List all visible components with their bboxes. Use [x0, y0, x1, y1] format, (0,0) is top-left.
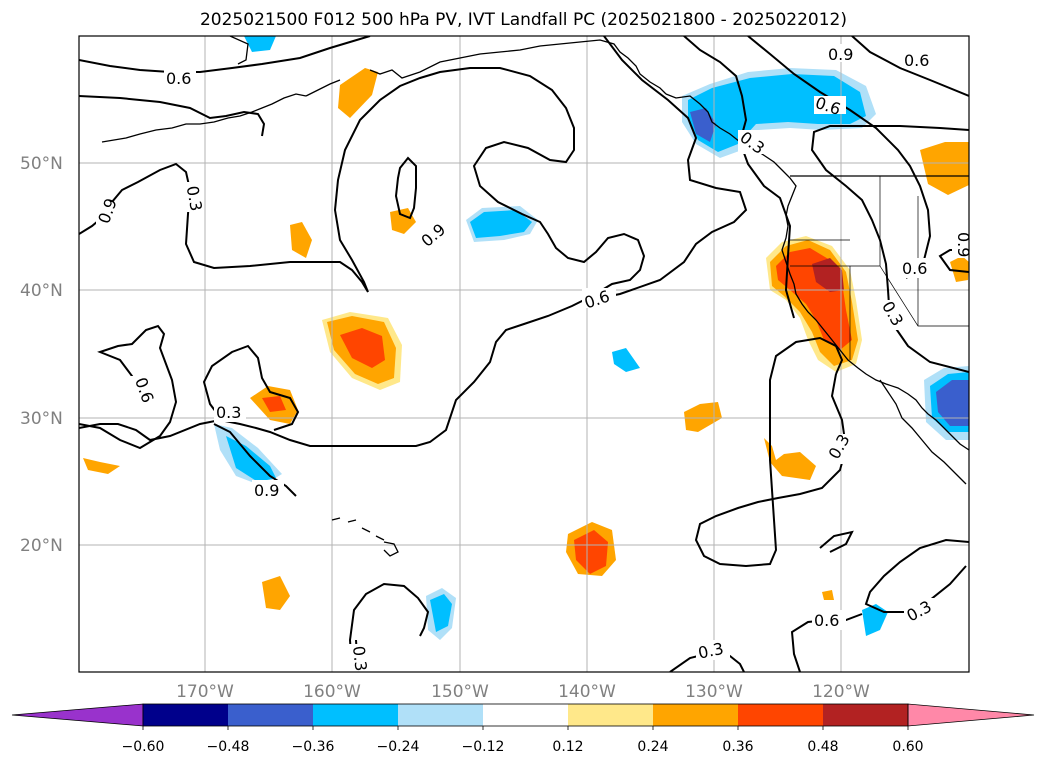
- us-west-coast: [781, 225, 969, 451]
- positive-anomaly-region: [262, 576, 290, 610]
- colorbar-segment: [228, 704, 313, 726]
- contour-label: 0.3: [216, 403, 241, 422]
- colorbar-segment: [483, 704, 568, 726]
- contour-label: 0.6: [902, 259, 927, 278]
- positive-anomaly-region: [262, 396, 286, 412]
- lat-label-50n: 50°N: [20, 154, 63, 174]
- pv-contour: [589, 36, 748, 301]
- map-title: 2025021500 F012 500 hPa PV, IVT Landfall…: [199, 10, 847, 30]
- colorbar-outline: [142, 703, 909, 727]
- colorbar-segment: [568, 704, 653, 726]
- contour-label: 0.6: [166, 69, 191, 88]
- pv-contour: [394, 156, 417, 220]
- pv-contour: [79, 36, 371, 73]
- negative-anomaly-region: [470, 210, 532, 238]
- anomaly-shading: [83, 36, 969, 640]
- positive-anomaly-region: [338, 68, 378, 118]
- pv-contour: [819, 530, 854, 553]
- alaska-peninsula: [305, 79, 341, 97]
- pv-contour: [694, 336, 848, 568]
- lon-label-130w: 130°W: [685, 682, 743, 702]
- colorbar-tick-label: −0.48: [207, 739, 250, 755]
- pv-contour: [851, 36, 969, 97]
- colorbar-segment: [143, 704, 228, 726]
- pv-contour: [348, 582, 430, 672]
- colorbar-segment: [823, 704, 908, 726]
- pv-contour: [79, 67, 646, 447]
- negative-anomaly-region: [862, 604, 888, 636]
- positive-anomaly-region: [764, 438, 816, 480]
- lon-label-170w: 170°W: [176, 682, 234, 702]
- colorbar-tick-label: 0.24: [637, 739, 668, 755]
- baja-coastline: [879, 379, 967, 485]
- alaska-south-coast: [369, 39, 667, 95]
- positive-anomaly-region: [822, 590, 834, 600]
- colorbar-extend-high: [907, 703, 1035, 727]
- colorbar-extend-low: [11, 703, 144, 727]
- positive-anomaly-region: [950, 256, 969, 282]
- hawaii-islands: [331, 517, 399, 557]
- lat-label-20n: 20°N: [20, 536, 63, 556]
- positive-anomaly-region: [574, 530, 608, 574]
- colorbar-segment: [653, 704, 738, 726]
- negative-anomaly-region: [612, 348, 640, 372]
- positive-anomaly-region: [290, 222, 312, 258]
- aleutian-islands: [101, 93, 307, 143]
- pv-contour: [202, 344, 300, 431]
- colorbar-tick-label: 0.60: [892, 739, 923, 755]
- positive-anomaly-region: [340, 328, 385, 368]
- latitude-labels: 50°N 40°N 30°N 20°N: [20, 154, 63, 556]
- colorbar-tick-label: −0.24: [377, 739, 420, 755]
- contour-label: 0.3: [349, 645, 371, 672]
- colorbar-tick-label: −0.12: [462, 739, 505, 755]
- pv-contour: [79, 95, 266, 137]
- colorbar: −0.60 −0.48 −0.36 −0.24 −0.12 0.12 0.24 0.36 0.4…: [11, 703, 1035, 755]
- pv-contour: [747, 36, 932, 279]
- contour-label: 0.3: [183, 184, 206, 212]
- positive-anomaly-region: [390, 208, 416, 234]
- contour-label: 0.9: [254, 481, 279, 500]
- lon-label-140w: 140°W: [558, 682, 616, 702]
- negative-anomaly-region: [936, 380, 969, 426]
- pv-contour: [79, 324, 178, 450]
- positive-anomaly-region: [83, 458, 120, 474]
- pv-contour: [864, 538, 969, 613]
- colorbar-tick-label: −0.36: [292, 739, 335, 755]
- contour-label: 0.3: [696, 639, 725, 663]
- colorbar-segment: [398, 704, 483, 726]
- map-frame: [78, 35, 970, 673]
- lon-label-160w: 160°W: [303, 682, 361, 702]
- contour-label: 0.6: [814, 611, 839, 630]
- longitude-labels: 170°W 160°W 150°W 140°W 130°W 120°W: [176, 682, 870, 702]
- lon-label-150w: 150°W: [431, 682, 489, 702]
- positive-anomaly-region: [812, 258, 844, 292]
- colorbar-segment: [738, 704, 823, 726]
- lat-label-40n: 40°N: [20, 281, 63, 301]
- negative-anomaly-region: [244, 36, 276, 52]
- lon-label-120w: 120°W: [812, 682, 870, 702]
- pv-contours: [79, 36, 969, 672]
- alaska-coastline: [229, 36, 249, 65]
- positive-anomaly-region: [920, 142, 969, 195]
- colorbar-tick-label: 0.36: [722, 739, 753, 755]
- colorbar-segment: [313, 704, 398, 726]
- colorbar-tick-label: −0.60: [122, 739, 165, 755]
- contour-label: 0.9: [828, 45, 853, 64]
- positive-anomaly-region: [684, 402, 722, 432]
- pv-contour: [213, 423, 297, 497]
- colorbar-tick-label: 0.48: [807, 739, 838, 755]
- negative-anomaly-region: [430, 594, 452, 632]
- contour-label: 0.6: [904, 51, 929, 70]
- colorbar-tick-label: 0.12: [552, 739, 583, 755]
- contour-label: 0.9: [954, 232, 973, 257]
- lat-label-30n: 30°N: [20, 409, 63, 429]
